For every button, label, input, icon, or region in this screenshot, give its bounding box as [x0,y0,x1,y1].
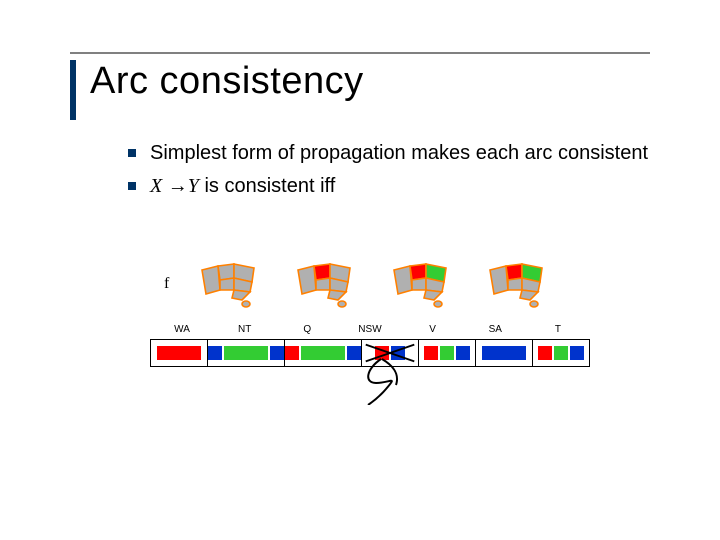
color-swatch-blue [456,346,470,360]
australia-map-1 [200,260,260,308]
variable-x: X [150,175,162,197]
region-label-sa: SA [469,324,521,335]
region-label-wa: WA [156,324,208,335]
color-swatch-blue [208,346,222,360]
color-swatch-red [285,346,299,360]
color-swatch-red [157,346,201,360]
region-label-nsw: NSW [344,324,396,335]
australia-maps-row [150,260,590,320]
color-swatch-red [538,346,552,360]
domain-cell-wa [151,340,208,366]
region-label-t: T [532,324,584,335]
domain-cell-v [419,340,476,366]
handwritten-scribble [346,355,416,405]
australia-map-4 [488,260,548,308]
color-swatch-blue [482,346,526,360]
color-swatch-green [554,346,568,360]
color-swatch-green [440,346,454,360]
slide: Arc consistency Simplest form of propaga… [0,0,720,540]
australia-map-2 [296,260,356,308]
bullet-2-rest: is consistent iff [199,175,335,197]
region-label-nt: NT [219,324,271,335]
bullet-icon [128,149,136,157]
domain-cell-nt [208,340,285,366]
color-swatch-blue [270,346,284,360]
bullet-icon [128,182,136,190]
variable-y: Y [188,175,199,197]
title-rule [70,52,650,54]
arrow: → [162,175,188,197]
domain-cell-sa [476,340,533,366]
slide-body: Simplest form of propagation makes each … [150,140,670,206]
bullet-1-text: Simplest form of propagation makes each … [150,142,648,164]
region-label-q: Q [281,324,333,335]
color-swatch-red [424,346,438,360]
slide-title: Arc consistency [90,60,364,103]
domain-cell-t [533,340,589,366]
bullet-2: X →Y is consistent iff [150,173,670,200]
color-swatch-green [301,346,345,360]
arc-consistency-diagram: WA NT Q NSW V SA T [150,260,590,367]
color-swatch-green [224,346,268,360]
bullet-1: Simplest form of propagation makes each … [150,140,670,167]
region-label-v: V [407,324,459,335]
title-accent-bar [70,60,76,120]
color-swatch-blue [570,346,584,360]
australia-map-3 [392,260,452,308]
region-labels-row: WA NT Q NSW V SA T [150,324,590,335]
